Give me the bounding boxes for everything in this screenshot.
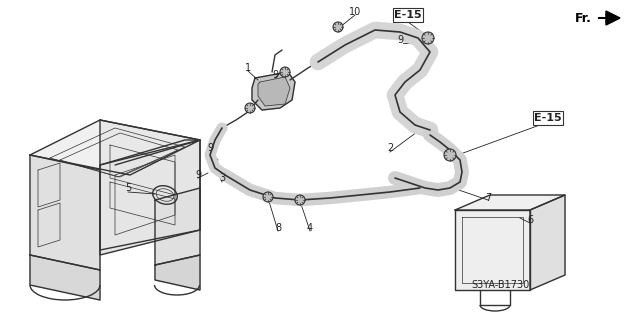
Text: 3: 3 <box>219 173 225 183</box>
Text: 9: 9 <box>272 70 278 80</box>
Text: 2: 2 <box>387 143 393 153</box>
Text: 10: 10 <box>349 7 361 17</box>
Circle shape <box>245 103 255 113</box>
Text: 9: 9 <box>397 35 403 45</box>
Circle shape <box>444 149 456 161</box>
Polygon shape <box>606 11 620 25</box>
Polygon shape <box>30 155 100 270</box>
Polygon shape <box>100 140 200 255</box>
Polygon shape <box>258 77 290 106</box>
Text: 6: 6 <box>527 215 533 225</box>
Circle shape <box>280 67 290 77</box>
Circle shape <box>263 192 273 202</box>
Text: E-15: E-15 <box>394 10 422 20</box>
Polygon shape <box>252 72 295 110</box>
Text: 9: 9 <box>207 143 213 153</box>
Circle shape <box>422 32 434 44</box>
Text: 4: 4 <box>307 223 313 233</box>
Polygon shape <box>30 120 200 175</box>
Text: 1: 1 <box>245 63 251 73</box>
Text: S3YA-B1730: S3YA-B1730 <box>471 280 529 290</box>
Text: 5: 5 <box>125 183 131 193</box>
Text: 8: 8 <box>275 223 281 233</box>
Text: E-15: E-15 <box>534 113 562 123</box>
Text: Fr.: Fr. <box>575 11 592 25</box>
Polygon shape <box>530 195 565 290</box>
Polygon shape <box>155 255 200 290</box>
Circle shape <box>333 22 343 32</box>
Polygon shape <box>30 255 100 300</box>
Polygon shape <box>455 210 530 290</box>
Text: 7: 7 <box>485 193 491 203</box>
Text: 9: 9 <box>195 170 201 180</box>
Polygon shape <box>155 188 200 265</box>
Circle shape <box>295 195 305 205</box>
Polygon shape <box>100 120 200 250</box>
Polygon shape <box>455 195 565 210</box>
